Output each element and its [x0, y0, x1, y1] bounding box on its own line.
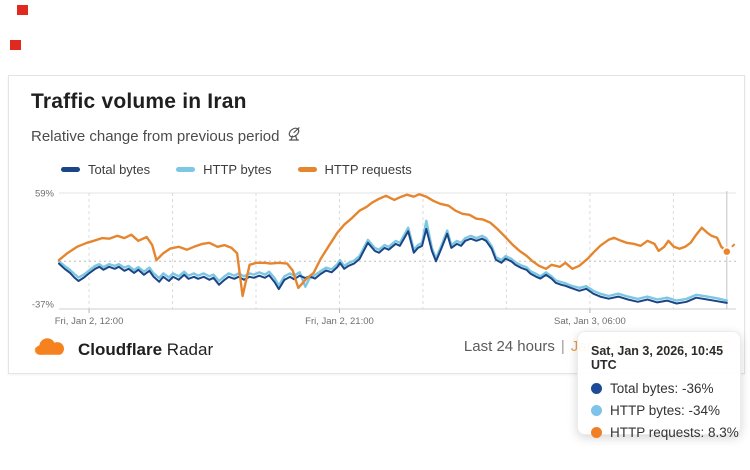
series-line-http-bytes	[57, 219, 728, 302]
x-axis-label: Sat, Jan 3, 06:00	[554, 316, 626, 327]
red-marker	[17, 5, 28, 15]
page-title: Traffic volume in Iran	[31, 90, 247, 113]
series-line-http-requests	[57, 192, 728, 298]
legend-swatch	[176, 167, 196, 172]
x-axis-label: Fri, Jan 2, 21:00	[305, 316, 374, 327]
tooltip-row-text: HTTP requests: 8.3%	[610, 425, 739, 440]
legend-item-http-requests[interactable]: HTTP requests	[297, 162, 412, 177]
brand-bold: Cloudflare	[78, 339, 163, 359]
tooltip-row-text: HTTP bytes: -34%	[610, 403, 721, 418]
x-axis-label: Fri, Jan 2, 12:00	[55, 316, 124, 327]
series-dot-icon	[591, 427, 602, 438]
brand: Cloudflare Radar	[31, 336, 213, 363]
tooltip-row: HTTP bytes: -34%	[591, 403, 740, 418]
traffic-volume-card: Traffic volume in Iran Relative change f…	[8, 75, 745, 440]
red-marker	[10, 40, 21, 50]
chart-legend: Total bytes HTTP bytes HTTP requests	[61, 162, 412, 177]
brand-text: Cloudflare Radar	[78, 340, 213, 360]
separator: |	[560, 338, 565, 355]
tooltip-rows: Total bytes: -36% HTTP bytes: -34% HTTP re…	[591, 381, 740, 440]
series-dot-icon	[591, 405, 602, 416]
tooltip-row: Total bytes: -36%	[591, 381, 740, 396]
time-range-label: Last 24 hours	[463, 338, 555, 355]
satellite-dish-icon	[286, 126, 303, 146]
tooltip-row: HTTP requests: 8.3%	[591, 425, 740, 440]
legend-label: HTTP requests	[324, 162, 412, 177]
chart-subtitle: Relative change from previous period	[31, 126, 303, 146]
cloudflare-logo-icon	[31, 336, 69, 363]
y-axis-label: -37%	[32, 300, 55, 311]
series-line-total-bytes	[58, 227, 728, 305]
legend-item-total-bytes[interactable]: Total bytes	[61, 162, 150, 177]
chart-tooltip: Sat, Jan 3, 2026, 10:45 UTC Total bytes:…	[577, 331, 741, 440]
series-dot-icon	[591, 383, 602, 394]
chart-plot-area[interactable]: 59% -37%Fri, Jan 2, 12:00 Fri, Jan 2, 21:0…	[9, 186, 750, 346]
hovered-point-dot	[722, 246, 732, 257]
tooltip-title: Sat, Jan 3, 2026, 10:45 UTC	[591, 344, 724, 372]
legend-label: Total bytes	[88, 162, 151, 177]
legend-swatch	[297, 167, 317, 172]
legend-label: HTTP bytes	[203, 162, 272, 177]
tooltip-row-text: Total bytes: -36%	[610, 381, 714, 396]
y-axis-label: 59%	[35, 189, 55, 200]
subtitle-text: Relative change from previous period	[31, 127, 280, 145]
brand-regular: Radar	[166, 339, 214, 359]
legend-item-http-bytes[interactable]: HTTP bytes	[176, 162, 272, 177]
legend-swatch	[61, 167, 80, 172]
